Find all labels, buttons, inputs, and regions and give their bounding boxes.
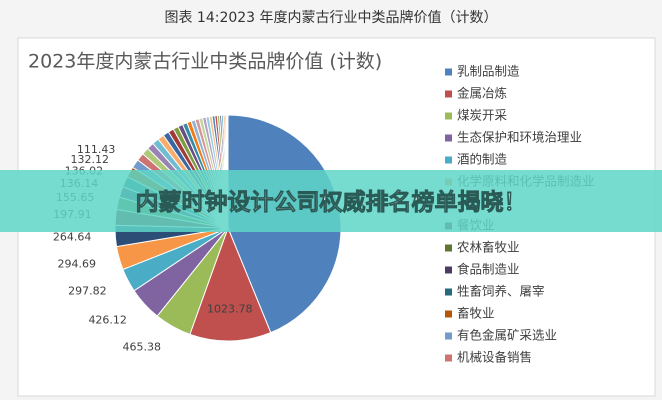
data-label: 297.82 <box>68 285 107 298</box>
legend-label: 机械设备销售 <box>457 350 532 365</box>
legend-label: 牲畜饲养、屠宰 <box>457 284 545 299</box>
data-label: 1023.78 <box>207 302 253 315</box>
legend-swatch <box>445 266 452 274</box>
legend-swatch <box>445 288 452 296</box>
legend-label: 酒的制造 <box>457 152 508 167</box>
legend-swatch <box>445 134 452 142</box>
data-label: 465.38 <box>123 341 162 354</box>
legend-swatch <box>445 332 452 340</box>
legend-label: 煤炭开采 <box>457 108 508 123</box>
legend-label: 金属冶炼 <box>457 86 507 101</box>
data-label: 294.69 <box>57 258 96 271</box>
legend-label: 乳制品制造 <box>457 64 520 79</box>
legend-swatch <box>445 244 452 252</box>
banner-text: 内蒙时钟设计公司权威排名榜单揭晓！ <box>136 189 527 216</box>
legend-swatch <box>445 68 452 76</box>
legend-swatch <box>445 90 452 98</box>
data-label: 132.12 <box>71 153 110 166</box>
data-label: 264.64 <box>53 231 92 244</box>
legend-swatch <box>445 354 452 362</box>
legend-label: 食品制造业 <box>457 262 520 277</box>
legend-swatch <box>445 310 452 318</box>
legend-swatch <box>445 112 452 120</box>
chart-title: 2023年度内蒙古行业中类品牌价值 (计数) <box>28 51 382 73</box>
legend-label: 农林畜牧业 <box>457 240 520 255</box>
banner <box>0 170 662 232</box>
legend-swatch <box>445 156 452 164</box>
legend-label: 有色金属矿采选业 <box>457 328 557 343</box>
data-label: 111.43 <box>77 143 116 156</box>
figure-caption: 图表 14:2023 年度内蒙古行业中类品牌价值（计数） <box>164 9 497 26</box>
pie-slice <box>189 226 272 342</box>
legend-label: 畜牧业 <box>457 306 495 321</box>
legend-label: 生态保护和环境治理业 <box>457 130 582 145</box>
data-label: 426.12 <box>88 313 127 326</box>
